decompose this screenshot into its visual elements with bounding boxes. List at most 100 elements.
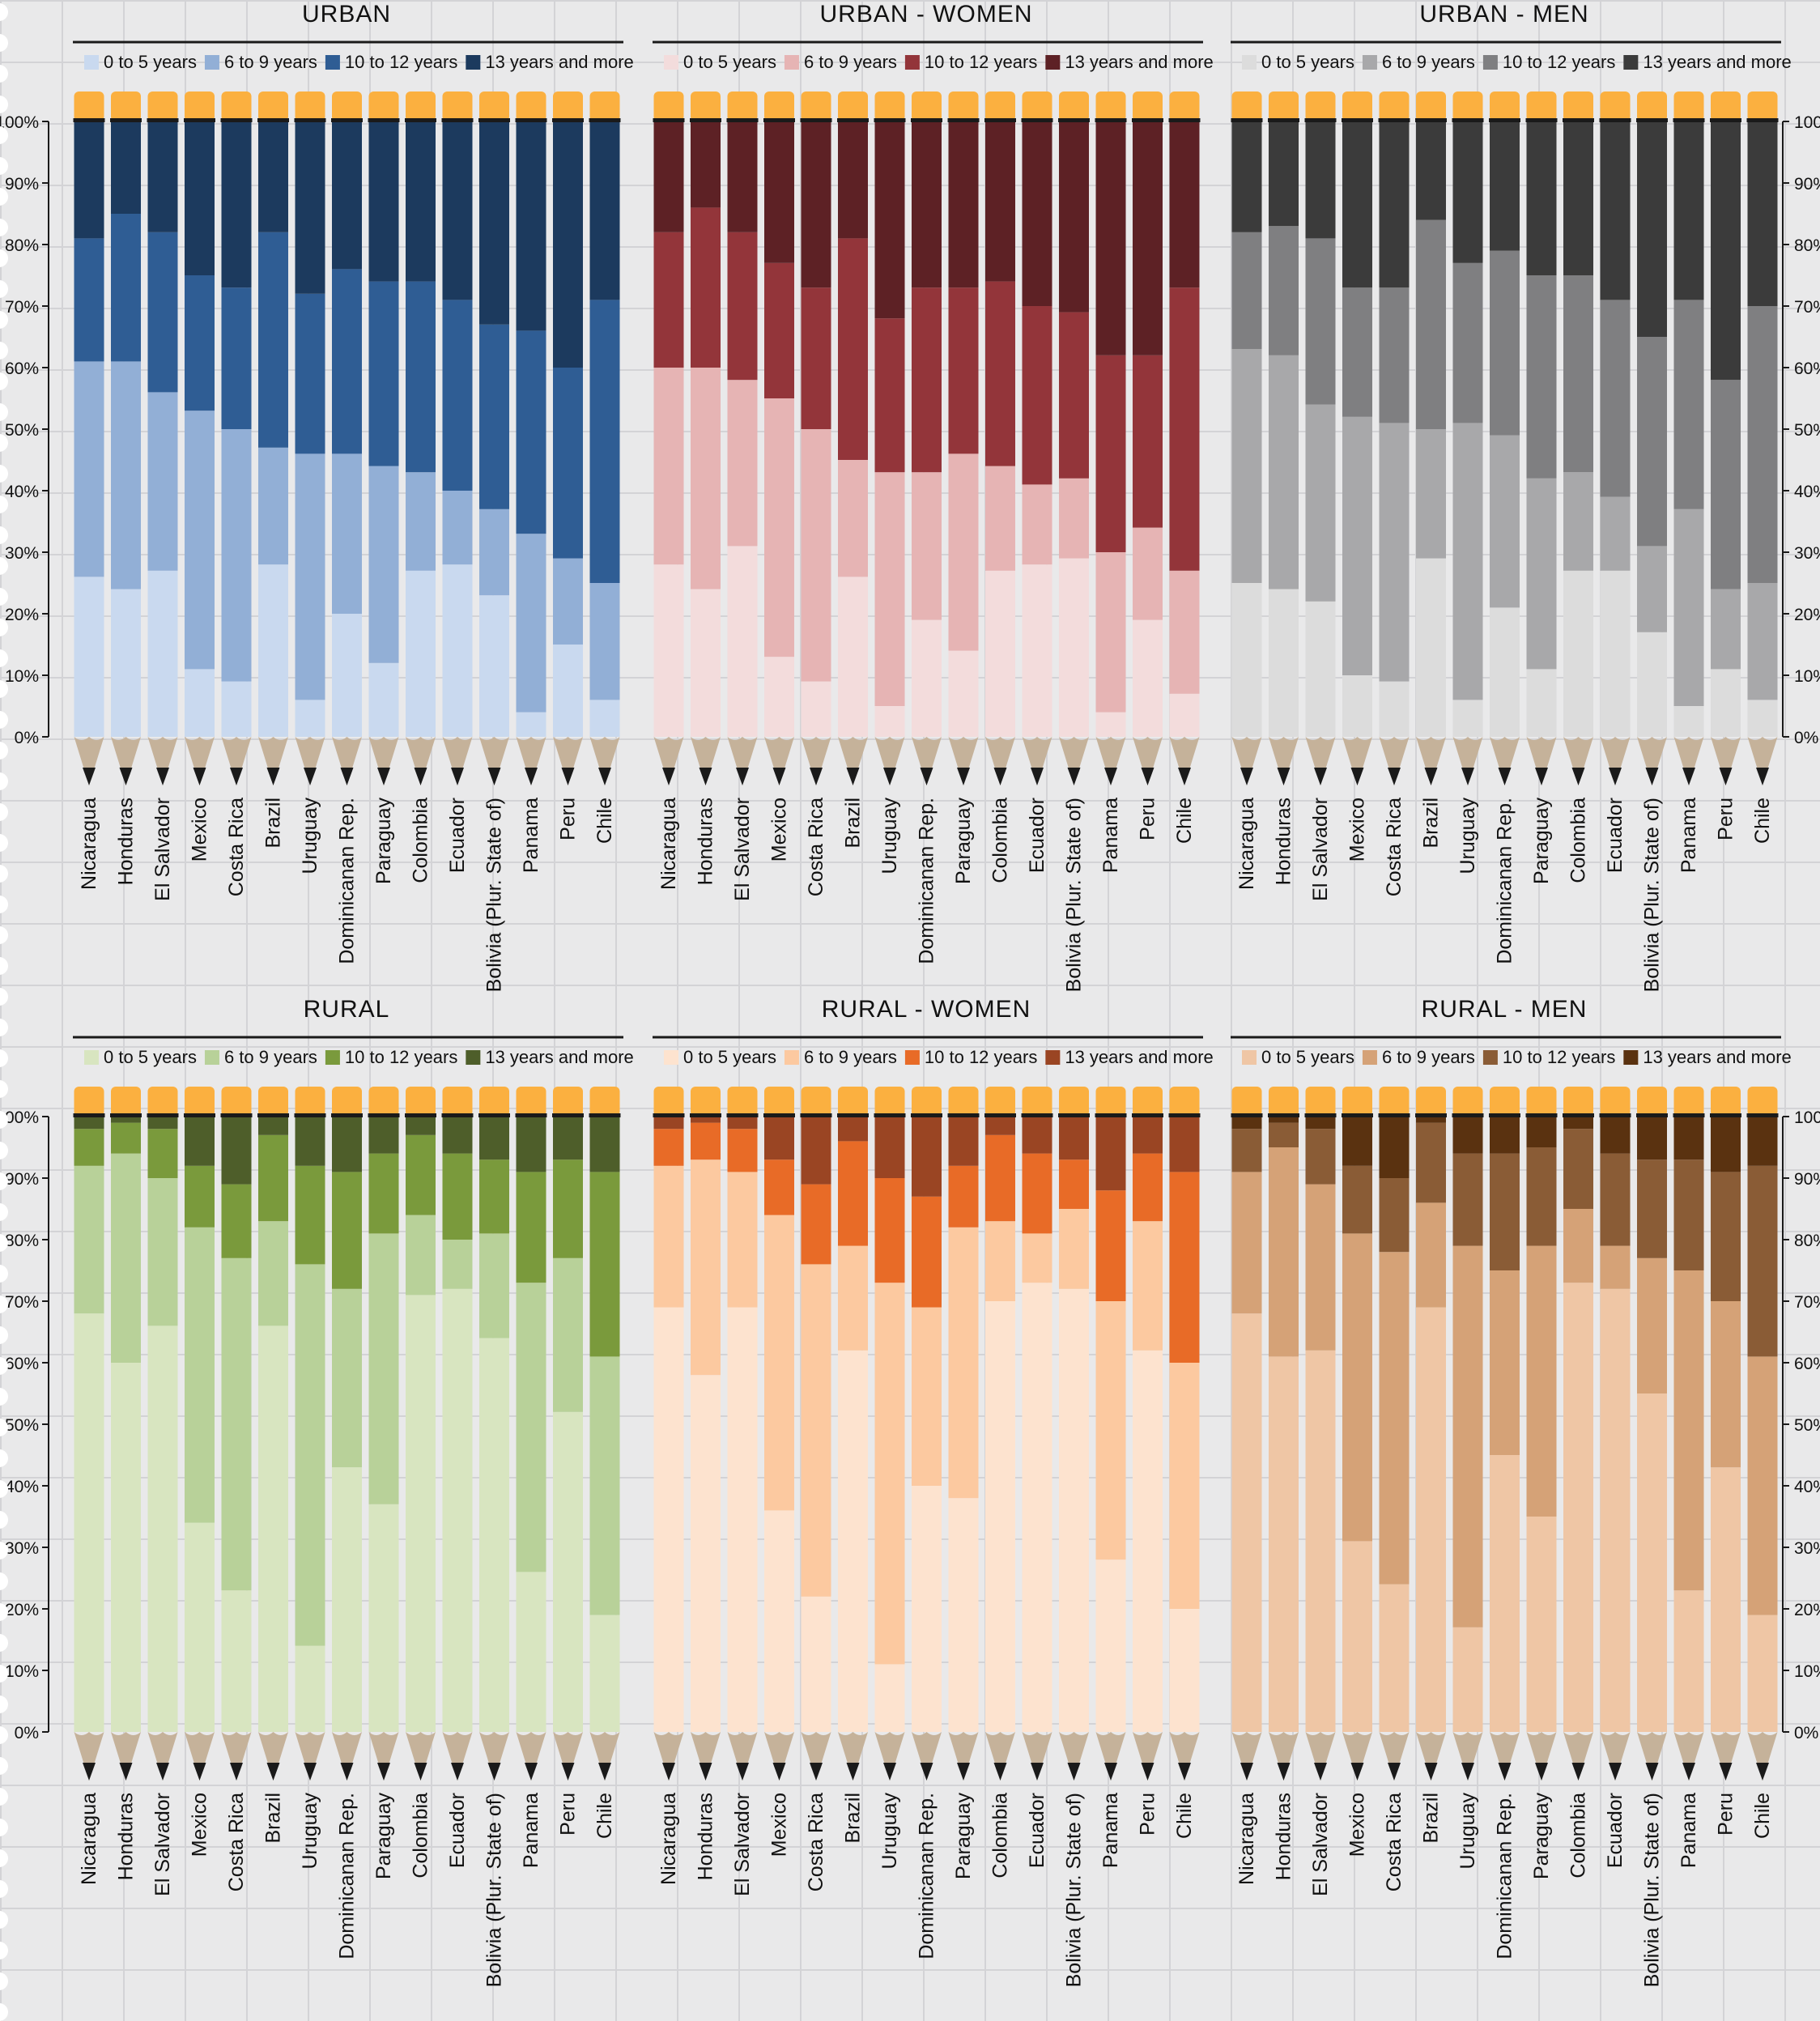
punch-hole bbox=[0, 526, 8, 544]
pencil-wood-tip bbox=[801, 737, 831, 785]
bar-segment-0 bbox=[1637, 1393, 1667, 1732]
bar-segment-0 bbox=[479, 595, 509, 737]
pencil-band bbox=[368, 1113, 400, 1117]
y-tick-label: 30% bbox=[5, 544, 39, 563]
pencil-band bbox=[874, 118, 906, 122]
pencil-lead bbox=[1178, 768, 1191, 785]
pencil-eraser bbox=[147, 1087, 178, 1117]
pencil-wood-tip bbox=[1169, 1732, 1200, 1781]
bar-segment-1 bbox=[221, 1257, 252, 1591]
bar-segment-3 bbox=[1095, 1117, 1126, 1191]
pencil-wood-tip bbox=[332, 1732, 362, 1781]
punch-hole bbox=[0, 465, 8, 483]
bar-segment-2 bbox=[1490, 1153, 1520, 1270]
bar-segment-0 bbox=[295, 700, 325, 737]
punch-hole bbox=[0, 680, 8, 698]
pencil-bar-panama: Panama bbox=[1673, 1087, 1705, 1868]
pencil-wood-tip bbox=[406, 1732, 436, 1781]
bar-segment-1 bbox=[479, 1233, 509, 1338]
pencil-bar-uruguay: Uruguay bbox=[294, 91, 326, 874]
bar-segment-0 bbox=[516, 712, 546, 737]
bar-segment-3 bbox=[1673, 1117, 1704, 1160]
pencil-eraser bbox=[295, 1087, 325, 1117]
bar-segment-2 bbox=[1022, 1153, 1052, 1234]
pencil-bar-nicaragua: Nicaragua bbox=[73, 1087, 105, 1885]
pencil-wood-tip bbox=[1379, 1732, 1410, 1781]
bar-segment-0 bbox=[1342, 675, 1372, 737]
pencil-wood-tip bbox=[912, 737, 942, 785]
x-tick-label: Mexico bbox=[1346, 798, 1369, 862]
bar-segment-3 bbox=[653, 1117, 684, 1130]
pencil-lead bbox=[414, 768, 427, 785]
bar-segment-0 bbox=[874, 1664, 905, 1732]
bar-segment-2 bbox=[295, 293, 325, 454]
pencil-wood-tip bbox=[1490, 1732, 1520, 1781]
x-tick-label: Colombia bbox=[989, 1793, 1012, 1878]
bar-segment-0 bbox=[764, 657, 794, 737]
bar-segment-0 bbox=[1133, 1350, 1163, 1732]
x-tick-label: Panama bbox=[1099, 1793, 1122, 1868]
pencil-lead bbox=[920, 1763, 933, 1781]
bar-segment-3 bbox=[1022, 1117, 1052, 1154]
pencil-band bbox=[1378, 118, 1410, 122]
bar-segment-2 bbox=[912, 1196, 942, 1308]
bar-segment-1 bbox=[1169, 570, 1200, 694]
bar-segment-1 bbox=[912, 1307, 942, 1486]
x-tick-label: Colombia bbox=[410, 1793, 432, 1878]
x-tick-label: Dominicanan Rep. bbox=[916, 1793, 938, 1959]
x-tick-label: Paraguay bbox=[372, 1793, 395, 1880]
bar-segment-1 bbox=[368, 1233, 399, 1504]
pencil-lead bbox=[699, 1763, 712, 1781]
pencil-wood-tip bbox=[1059, 737, 1089, 785]
pencil-wood-tip bbox=[1305, 737, 1336, 785]
pencil-band bbox=[726, 1113, 759, 1117]
bar-segment-0 bbox=[74, 1313, 104, 1732]
pencil-eraser bbox=[589, 1087, 620, 1117]
bar-segment-3 bbox=[295, 121, 325, 294]
pencil-bar-el-salvador: El Salvador bbox=[726, 91, 759, 901]
bar-segment-0 bbox=[368, 1504, 399, 1732]
bar-segment-0 bbox=[1169, 1609, 1200, 1732]
pencil-lead bbox=[1240, 768, 1253, 785]
x-tick-label: Chile bbox=[593, 798, 616, 844]
bar-segment-0 bbox=[838, 1350, 868, 1732]
pencil-bar-colombia: Colombia bbox=[405, 1087, 436, 1878]
pencil-eraser bbox=[874, 91, 905, 121]
x-tick-label: Chile bbox=[1751, 1793, 1774, 1839]
punch-hole bbox=[0, 1172, 8, 1190]
x-tick-label: Colombia bbox=[1567, 1793, 1590, 1878]
pencil-band bbox=[1304, 1113, 1337, 1117]
pencil-wood-tip bbox=[948, 737, 979, 785]
bar-segment-0 bbox=[801, 1596, 831, 1732]
pencil-lead bbox=[1498, 1763, 1512, 1781]
panel-title: RURAL - WOMEN bbox=[822, 996, 1031, 1023]
pencil-band bbox=[1636, 118, 1668, 122]
pencil-eraser bbox=[653, 1087, 684, 1117]
bar-segment-0 bbox=[332, 1467, 362, 1732]
bar-segment-1 bbox=[1563, 472, 1593, 571]
bar-segment-3 bbox=[838, 121, 868, 239]
bar-segment-0 bbox=[727, 1307, 758, 1732]
bar-segment-1 bbox=[1416, 429, 1446, 559]
pencil-bar-bolivia-plur-state-of-: Bolivia (Plur. State of) bbox=[1058, 1087, 1090, 1987]
bar-segment-0 bbox=[1269, 589, 1299, 737]
pencil-bar-chile: Chile bbox=[1168, 91, 1201, 844]
legend-label: 6 to 9 years bbox=[224, 52, 317, 72]
pencil-lead bbox=[957, 768, 970, 785]
pencil-band bbox=[1021, 1113, 1053, 1117]
pencil-lead bbox=[1719, 1763, 1733, 1781]
pencil-eraser bbox=[74, 1087, 104, 1117]
pencil-eraser bbox=[406, 1087, 436, 1117]
bar-segment-0 bbox=[111, 1363, 141, 1732]
pencil-lead bbox=[487, 1763, 501, 1781]
bar-segment-1 bbox=[1305, 404, 1336, 602]
pencil-bar-costa-rica: Costa Rica bbox=[220, 91, 253, 896]
pencil-lead bbox=[230, 768, 243, 785]
x-tick-label: Paraguay bbox=[1530, 1793, 1553, 1880]
bar-segment-2 bbox=[653, 1129, 684, 1166]
pencil-lead bbox=[1461, 1763, 1474, 1781]
pencil-band bbox=[478, 118, 510, 122]
pencil-eraser bbox=[912, 91, 942, 121]
punch-hole bbox=[0, 342, 8, 360]
